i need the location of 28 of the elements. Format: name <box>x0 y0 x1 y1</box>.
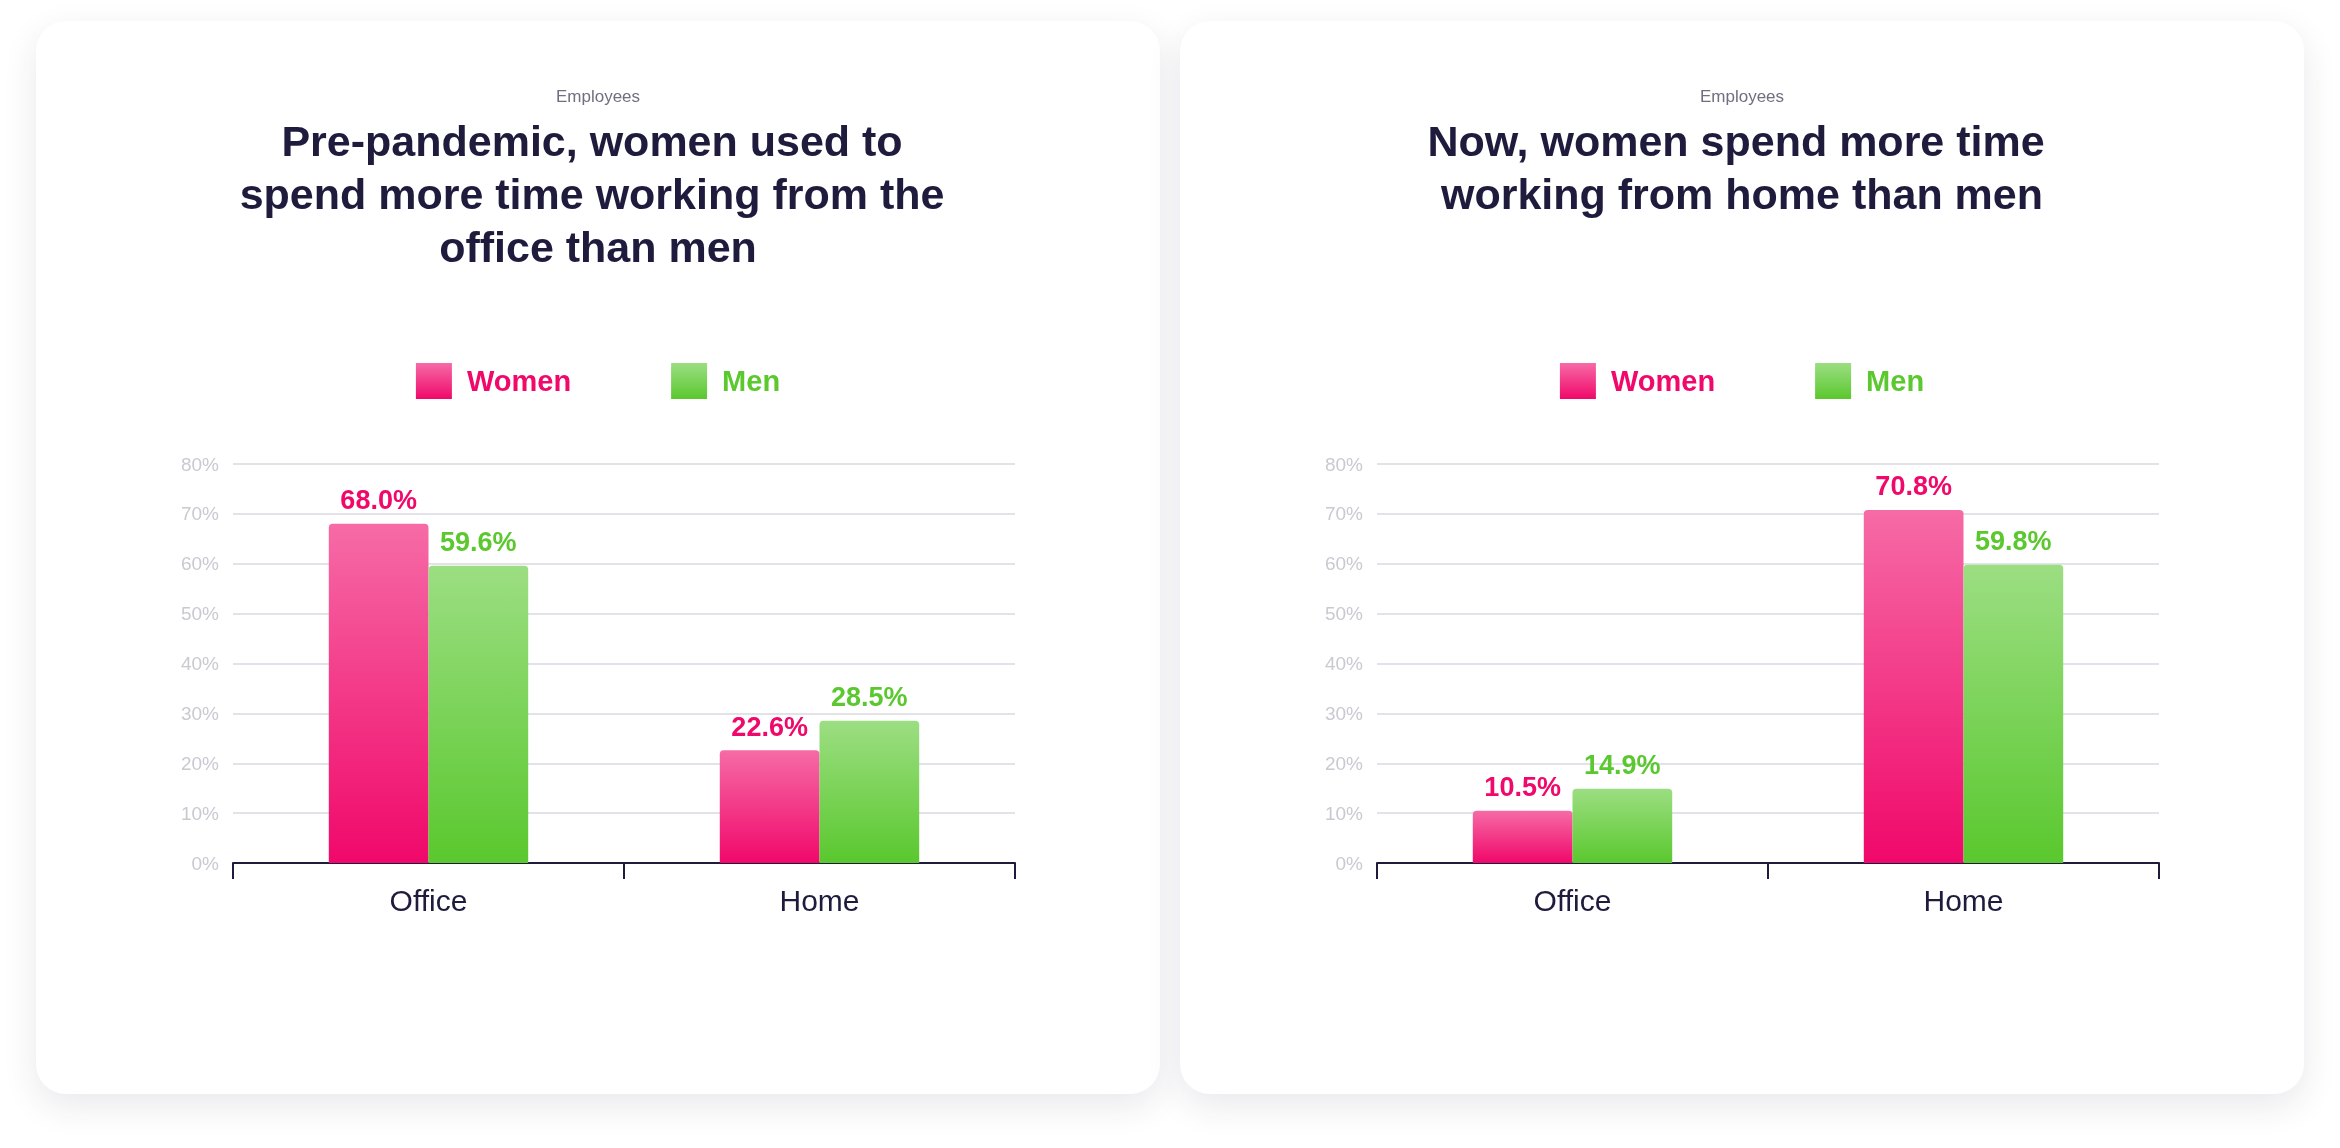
data-label: 59.6% <box>440 527 517 558</box>
x-tick-label: Home <box>779 883 860 917</box>
data-label: 70.8% <box>1875 471 1952 502</box>
bar <box>1572 788 1673 863</box>
legend-label: Men <box>1866 365 1925 397</box>
x-tick-label: Office <box>389 883 468 917</box>
bar <box>719 750 820 863</box>
data-label: 22.6% <box>731 711 808 742</box>
chart-subtitle: Employees <box>555 87 641 106</box>
bar <box>1472 810 1573 863</box>
x-tick-label: Home <box>1923 883 2004 917</box>
bar <box>328 523 429 863</box>
legend-label: Men <box>722 365 781 397</box>
bar <box>428 565 529 863</box>
chart-title: Now, women spend more time working from home than men <box>1427 116 2057 218</box>
chart-title: Pre-pandemic, women used to spend more time working from the office than men <box>239 116 957 271</box>
data-label: 10.5% <box>1484 772 1561 803</box>
data-label: 28.5% <box>831 682 908 713</box>
legend-label: Women <box>1610 365 1716 397</box>
data-label: 14.9% <box>1584 750 1661 781</box>
data-label: 59.8% <box>1975 526 2052 557</box>
bar <box>1963 564 2064 863</box>
chart-subtitle: Employees <box>1699 87 1785 106</box>
x-tick-label: Office <box>1533 883 1612 917</box>
data-label: 68.0% <box>340 485 417 516</box>
bar <box>1863 509 1964 863</box>
legend-label: Women <box>466 365 572 397</box>
bar <box>819 720 920 863</box>
